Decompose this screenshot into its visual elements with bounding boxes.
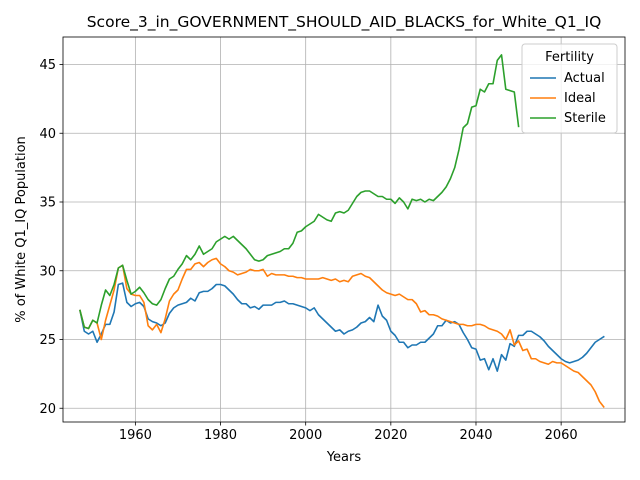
legend-label-ideal: Ideal: [564, 91, 596, 106]
x-tick-label: 1980: [204, 428, 237, 443]
y-tick-label: 35: [39, 196, 56, 211]
legend-title: Fertility: [545, 50, 594, 65]
plot-series: [79, 54, 605, 409]
x-tick-label: 1960: [119, 428, 152, 443]
series-line-ideal: [79, 257, 605, 409]
legend-entries: Actual Ideal Sterile: [530, 71, 606, 126]
y-tick-label: 25: [39, 333, 56, 348]
plot-frame: [62, 36, 626, 423]
series-line-actual: [79, 282, 605, 372]
x-tick-label: 2040: [459, 428, 492, 443]
y-tick-label: 45: [39, 58, 56, 73]
y-axis-label: % of White Q1_IQ Population: [14, 136, 29, 323]
legend-label-sterile: Sterile: [564, 111, 606, 126]
legend: Fertility Actual Ideal Sterile: [521, 43, 618, 134]
x-tick-label: 2020: [374, 428, 407, 443]
y-tick-label: 20: [39, 402, 56, 417]
y-tick-label: 40: [39, 127, 56, 142]
axis-ticks: 1960 1980 2000 2020 2040 2060 20 25 30 35 40 45: [39, 58, 577, 443]
x-tick-label: 2060: [545, 428, 578, 443]
legend-label-actual: Actual: [564, 71, 605, 86]
x-tick-label: 2000: [289, 428, 322, 443]
legend-box: [521, 43, 618, 134]
y-tick-label: 30: [39, 264, 56, 279]
chart-title: Score_3_in_GOVERNMENT_SHOULD_AID_BLACKS_…: [87, 13, 602, 32]
series-line-sterile: [79, 54, 520, 330]
x-axis-label: Years: [326, 450, 362, 465]
